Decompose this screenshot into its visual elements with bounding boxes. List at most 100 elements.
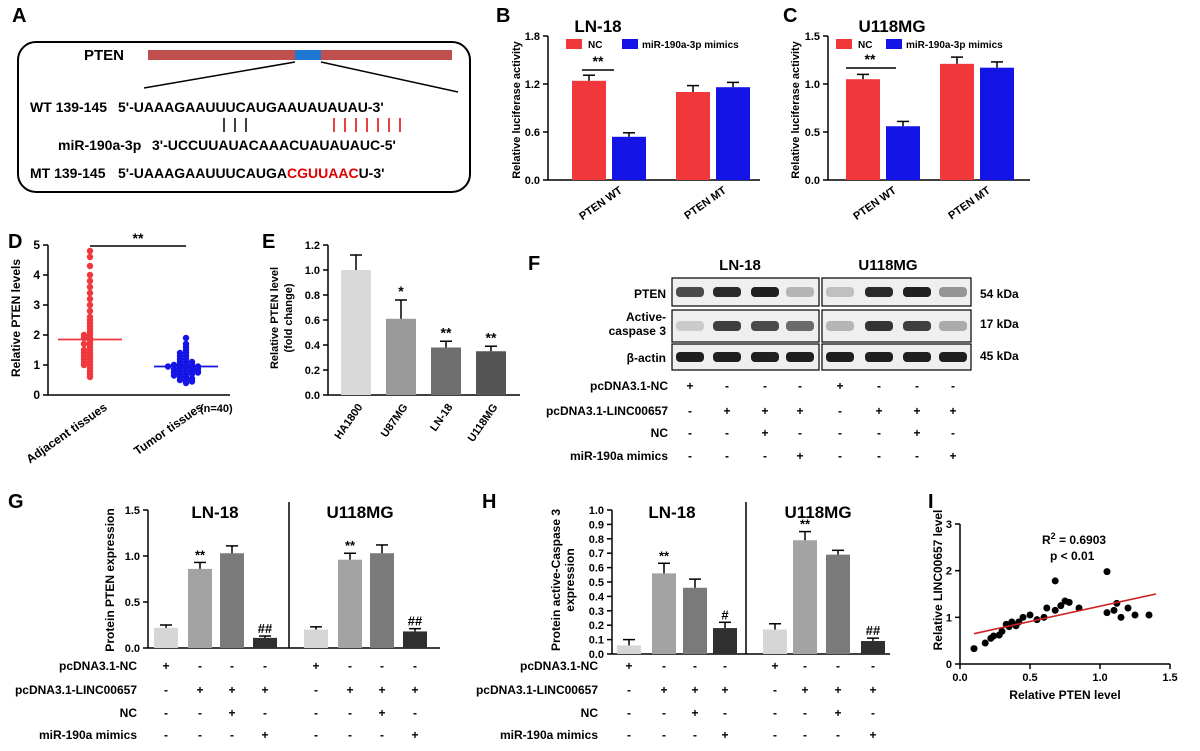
treat-g-cell-0-4: +: [312, 659, 319, 673]
treat-f-cell-0-0: +: [686, 379, 693, 393]
panel-label-d: D: [8, 231, 22, 253]
chart-d-ytick-label-0: 0: [33, 388, 40, 402]
chart-e-ytick-label-6: 1.2: [305, 240, 320, 252]
bar-e-2: [431, 347, 461, 395]
point-d-tumor-38: [188, 378, 196, 385]
wb-row-active: Active-: [626, 310, 666, 324]
sig-g-1-3: ##: [408, 614, 423, 629]
treat-g-cell-0-1: -: [198, 659, 202, 673]
wb-band-pten-6: [903, 287, 931, 297]
sig-h-1-1: **: [800, 517, 811, 532]
chart-i-xtick-label-1: 0.5: [1022, 672, 1037, 684]
point-i-20: [1051, 577, 1059, 585]
point-i-1: [981, 639, 989, 647]
chart-c-title: U118MG: [858, 17, 925, 36]
chart-i-xtick-label-3: 1.5: [1162, 672, 1177, 684]
panel-g-chart: Protein PTEN expression LN-18 U118MG 0.0…: [103, 502, 440, 655]
treat-f-cell-2-0: -: [688, 426, 692, 440]
point-d-adjacent-22: [80, 340, 88, 348]
wb-band-actin-2: [751, 352, 779, 362]
point-i-10: [1019, 613, 1027, 621]
bar-g-1-2: [370, 553, 394, 648]
treatment-table-f: pcDNA3.1-NC + - - - + - - - pcDNA3.1-LINC00657 - + +…: [546, 379, 957, 463]
treat-f-cell-1-2: +: [761, 404, 768, 418]
point-i-21: [1103, 568, 1111, 576]
treat-h-cell-3-7: +: [869, 728, 876, 742]
treatment-table-g: pcDNA3.1-NC + - - - + - - - pcDNA3.1-LINC00657 - + +…: [15, 659, 419, 742]
point-d-tumor-39: [182, 379, 190, 387]
chart-c-sig: **: [865, 51, 876, 67]
treat-g-cell-2-7: -: [413, 706, 417, 720]
bar-b-nc-1: [676, 92, 710, 180]
wb-row-caspase3: caspase 3: [609, 324, 667, 338]
treat-h-cell-2-1: -: [662, 706, 666, 720]
wt-sequence: 5'-UAAAGAAUUUCAUGAAUAUAUAU-3': [118, 99, 384, 115]
legend-b-nc-swatch: [566, 39, 582, 49]
treat-f-cell-2-4: -: [838, 426, 842, 440]
panel-b-chart: LN-18 Relative luciferase activity NC mi…: [511, 17, 760, 223]
mir-label: miR-190a-3p: [58, 137, 141, 153]
wb-band-actin-7: [939, 352, 967, 362]
wb-band-caspase-3: [786, 321, 814, 331]
bar-h-1-3: [861, 641, 885, 654]
wb-band-actin-1: [713, 352, 741, 362]
treat-f-cell-3-3: +: [796, 449, 803, 463]
wb-band-pten-1: [713, 287, 741, 297]
treat-g-cell-3-3: +: [261, 728, 268, 742]
point-i-15: [1051, 606, 1059, 614]
chart-h-ytick-label-0: 0.0: [589, 649, 604, 661]
chart-b-xlabel-1: PTEN MT: [682, 184, 729, 222]
treat-g-cell-1-4: -: [314, 683, 318, 697]
treat-h-label-1: pcDNA3.1-LINC00657: [476, 683, 598, 697]
wb-row-pten: PTEN: [634, 287, 666, 301]
treat-g-cell-0-0: +: [162, 659, 169, 673]
chart-i-r2-value: = 0.6903: [1056, 533, 1107, 547]
treat-f-cell-0-7: -: [951, 379, 955, 393]
wt-label: WT 139-145: [30, 99, 107, 115]
panel-d-chart: Relative PTEN levels ** (n=40) 0 1 2 3 4 5 Adj…: [9, 230, 233, 466]
bar-h-1-2: [826, 554, 850, 654]
panel-label-i: I: [928, 491, 934, 513]
treat-f-cell-2-6: +: [913, 426, 920, 440]
chart-d-ytick-label-1: 1: [33, 358, 40, 372]
treat-f-cell-3-2: -: [763, 449, 767, 463]
point-d-adjacent-35: [80, 361, 88, 369]
chart-g-ytick-label-2: 1.0: [125, 551, 140, 563]
treat-g-label-1: pcDNA3.1-LINC00657: [15, 683, 137, 697]
wb-band-caspase-2: [751, 321, 779, 331]
point-d-tumor-31: [188, 370, 196, 378]
chart-g-ytick-label-3: 1.5: [125, 505, 140, 517]
treat-f-cell-1-1: +: [723, 404, 730, 418]
chart-h-group-u118mg: U118MG: [784, 503, 851, 522]
legend-b-mimics: miR-190a-3p mimics: [642, 40, 739, 51]
wb-kda-45: 45 kDa: [980, 349, 1019, 363]
wb-band-actin-6: [903, 352, 931, 362]
treat-h-cell-0-7: -: [871, 659, 875, 673]
chart-e-ylabel-line1: Relative PTEN level: [269, 267, 281, 369]
chart-h-ytick-label-7: 0.7: [589, 548, 604, 560]
panel-label-e: E: [262, 231, 275, 253]
treat-h-cell-2-7: -: [871, 706, 875, 720]
treat-h-cell-2-3: -: [723, 706, 727, 720]
chart-i-r2-sup: 2: [1051, 531, 1056, 541]
treat-h-cell-0-6: -: [836, 659, 840, 673]
legend-b-nc: NC: [588, 40, 602, 51]
chart-e-xlabel-0: HA1800: [332, 402, 365, 442]
chart-i-ytick-label-0: 0: [946, 659, 952, 671]
treat-h-cell-3-4: -: [773, 728, 777, 742]
treat-g-cell-2-5: -: [348, 706, 352, 720]
sig-g-0-1: **: [195, 547, 206, 562]
chart-e-ytick-label-1: 0.2: [305, 365, 320, 377]
bar-e-3: [476, 351, 506, 395]
treat-f-cell-2-7: -: [951, 426, 955, 440]
chart-c-ytick-label-0: 0.0: [805, 175, 820, 187]
treat-f-cell-2-1: -: [725, 426, 729, 440]
point-i-27: [1131, 611, 1139, 619]
chart-g-ylabel: Protein PTEN expression: [103, 508, 117, 651]
bar-g-0-2: [220, 553, 244, 648]
chart-d-ytick-label-3: 3: [33, 298, 40, 312]
mir-sequence: 3'-UCCUUAUACAAACUAUAUAUC-5': [152, 137, 396, 153]
wb-band-caspase-7: [939, 321, 967, 331]
chart-i-xlabel: Relative PTEN level: [1009, 688, 1120, 702]
bar-h-0-0: [617, 645, 641, 654]
